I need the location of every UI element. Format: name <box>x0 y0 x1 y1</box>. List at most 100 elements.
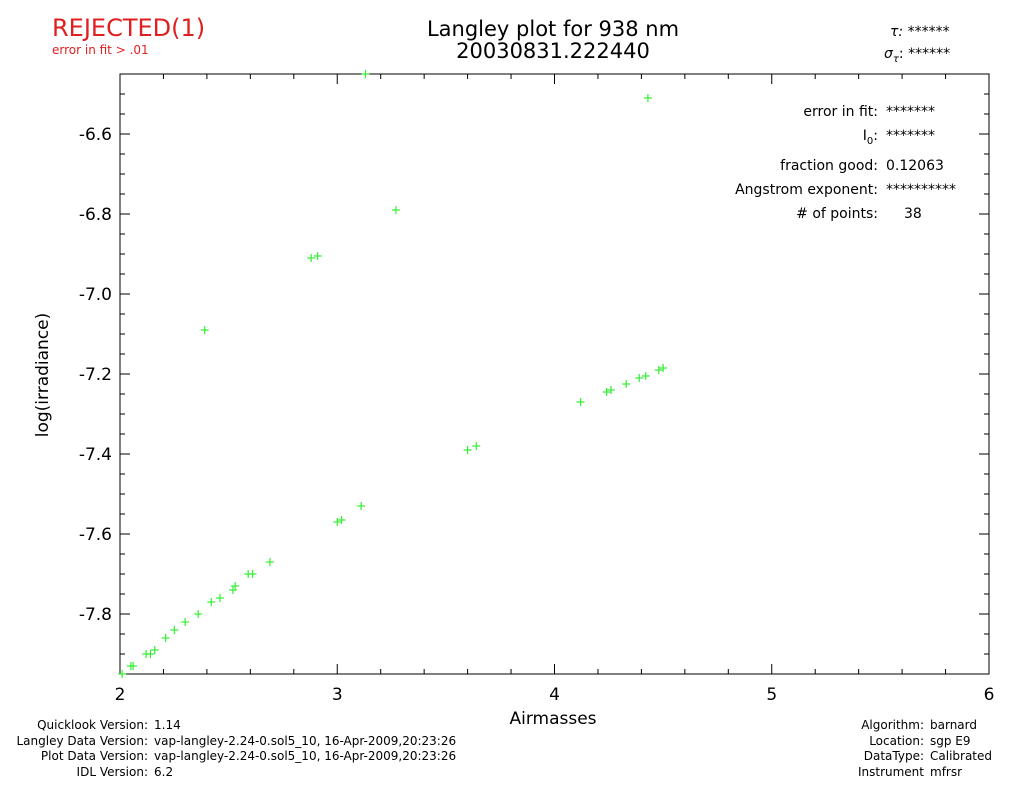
y-axis-ticks: -7.8 -7.6 -7.4 -7.2 -7.0 -6.8 -6.6 <box>79 73 989 675</box>
y-tick-label: -7.4 <box>79 445 112 465</box>
footer-label: Plot Data Version: <box>40 749 148 763</box>
footer-label: Location: <box>869 733 924 748</box>
data-point <box>146 650 155 658</box>
data-point <box>463 446 472 454</box>
tau-readout: τ: ****** <box>890 24 950 40</box>
data-point <box>654 366 663 374</box>
sigma-tau-value: ****** <box>908 46 951 62</box>
data-point <box>606 386 615 394</box>
footer-value: vap-langley-2.24-0.sol5_10, 16-Apr-2009,… <box>154 749 457 763</box>
stat-i0: I0: ******* <box>718 124 956 154</box>
footer-metadata: Algorithm: barnard Location: sgp E9 Data… <box>840 718 992 780</box>
data-point <box>265 558 274 566</box>
footer-row: IDL Version: 6.2 <box>0 765 456 781</box>
y-tick-label: -7.0 <box>79 285 112 305</box>
stat-label: # of points: <box>796 205 878 222</box>
data-point <box>391 206 400 214</box>
data-point <box>194 610 203 618</box>
data-point <box>622 380 631 388</box>
footer-value: 6.2 <box>154 764 174 779</box>
footer-value: Calibrated <box>930 749 993 763</box>
data-point <box>170 626 179 634</box>
footer-label: Quicklook Version: <box>37 718 148 732</box>
footer-label: IDL Version: <box>76 764 148 779</box>
data-point <box>231 582 240 590</box>
y-tick-label: -7.6 <box>79 525 112 545</box>
footer-row: DataType: Calibrated <box>840 749 992 765</box>
stat-angstrom: Angstrom exponent: ********** <box>718 178 956 202</box>
tau-label: τ: <box>890 24 904 40</box>
stat-value: 38 <box>904 205 922 222</box>
data-point <box>200 326 209 334</box>
y-tick-label: -7.2 <box>79 365 112 385</box>
status-label: REJECTED(1) <box>52 14 206 42</box>
x-axis-ticks: 2 3 4 5 6 <box>115 74 995 705</box>
stat-label: error in fit: <box>803 104 878 120</box>
fit-stats: error in fit: ******* I0: ******* fracti… <box>718 100 956 226</box>
data-point <box>118 670 127 678</box>
data-point <box>207 598 216 606</box>
footer-row: Quicklook Version: 1.14 <box>0 718 456 734</box>
footer-value: barnard <box>930 718 977 732</box>
sigma-tau-colon: : <box>898 46 904 62</box>
x-tick-label: 3 <box>332 685 343 705</box>
data-point <box>357 502 366 510</box>
tau-value: ****** <box>907 24 950 40</box>
stat-value: ******* <box>886 104 935 120</box>
x-tick-label: 6 <box>984 685 995 705</box>
x-tick-label: 2 <box>115 685 126 705</box>
stat-label: I0: <box>862 128 878 147</box>
footer-value: vap-langley-2.24-0.sol5_10, 16-Apr-2009,… <box>154 733 457 748</box>
footer-row: Langley Data Version: vap-langley-2.24-0… <box>0 734 456 750</box>
data-point <box>337 516 346 524</box>
footer-label: Instrument <box>857 764 924 779</box>
footer-value: 1.14 <box>154 718 181 732</box>
footer-row: Plot Data Version: vap-langley-2.24-0.so… <box>0 749 456 765</box>
footer-label: Langley Data Version: <box>16 733 148 748</box>
sigma-tau-sub: τ <box>892 53 899 65</box>
stat-label: Angstrom exponent: <box>735 181 878 198</box>
footer-value: mfrsr <box>930 764 963 779</box>
data-point <box>361 70 370 78</box>
chart-subtitle: 20030831.222440 <box>456 39 650 63</box>
stat-label: fraction good: <box>780 157 878 174</box>
data-point <box>643 94 652 102</box>
data-point <box>333 518 342 526</box>
data-point <box>313 252 322 260</box>
x-tick-label: 5 <box>766 685 777 705</box>
stat-value: 0.12063 <box>886 157 944 174</box>
data-point <box>228 586 237 594</box>
y-axis-label: log(irradiance) <box>33 313 53 438</box>
footer-label: Algorithm: <box>861 718 924 732</box>
data-point <box>161 634 170 642</box>
data-points <box>118 70 668 678</box>
y-tick-label: -7.8 <box>79 605 112 625</box>
chart-title: Langley plot for 938 nm <box>426 17 680 41</box>
data-point <box>576 398 585 406</box>
data-point <box>181 618 190 626</box>
data-point <box>641 372 650 380</box>
footer-value: sgp E9 <box>930 733 971 748</box>
sigma-tau-label: σ <box>884 46 893 62</box>
sigma-tau-readout: στ: ****** <box>884 46 950 65</box>
footer-versions: Quicklook Version: 1.14 Langley Data Ver… <box>0 718 456 780</box>
data-point <box>307 254 316 262</box>
footer-row: Location: sgp E9 <box>840 734 992 750</box>
stat-value: ********** <box>886 181 956 198</box>
data-point <box>635 374 644 382</box>
stat-fraction-good: fraction good: 0.12063 <box>718 154 956 178</box>
stat-error-in-fit: error in fit: ******* <box>718 100 956 124</box>
data-point <box>215 594 224 602</box>
status-reason: error in fit > .01 <box>52 43 149 57</box>
stat-points: # of points: 38 <box>718 202 956 226</box>
data-point <box>248 570 257 578</box>
footer-label: DataType: <box>863 749 924 763</box>
data-point <box>129 662 138 670</box>
data-point <box>659 364 668 372</box>
x-axis-label: Airmasses <box>509 709 596 729</box>
x-tick-label: 4 <box>549 685 560 705</box>
footer-row: Algorithm: barnard <box>840 718 992 734</box>
y-tick-label: -6.8 <box>79 205 112 225</box>
stat-value: ******* <box>886 128 935 144</box>
